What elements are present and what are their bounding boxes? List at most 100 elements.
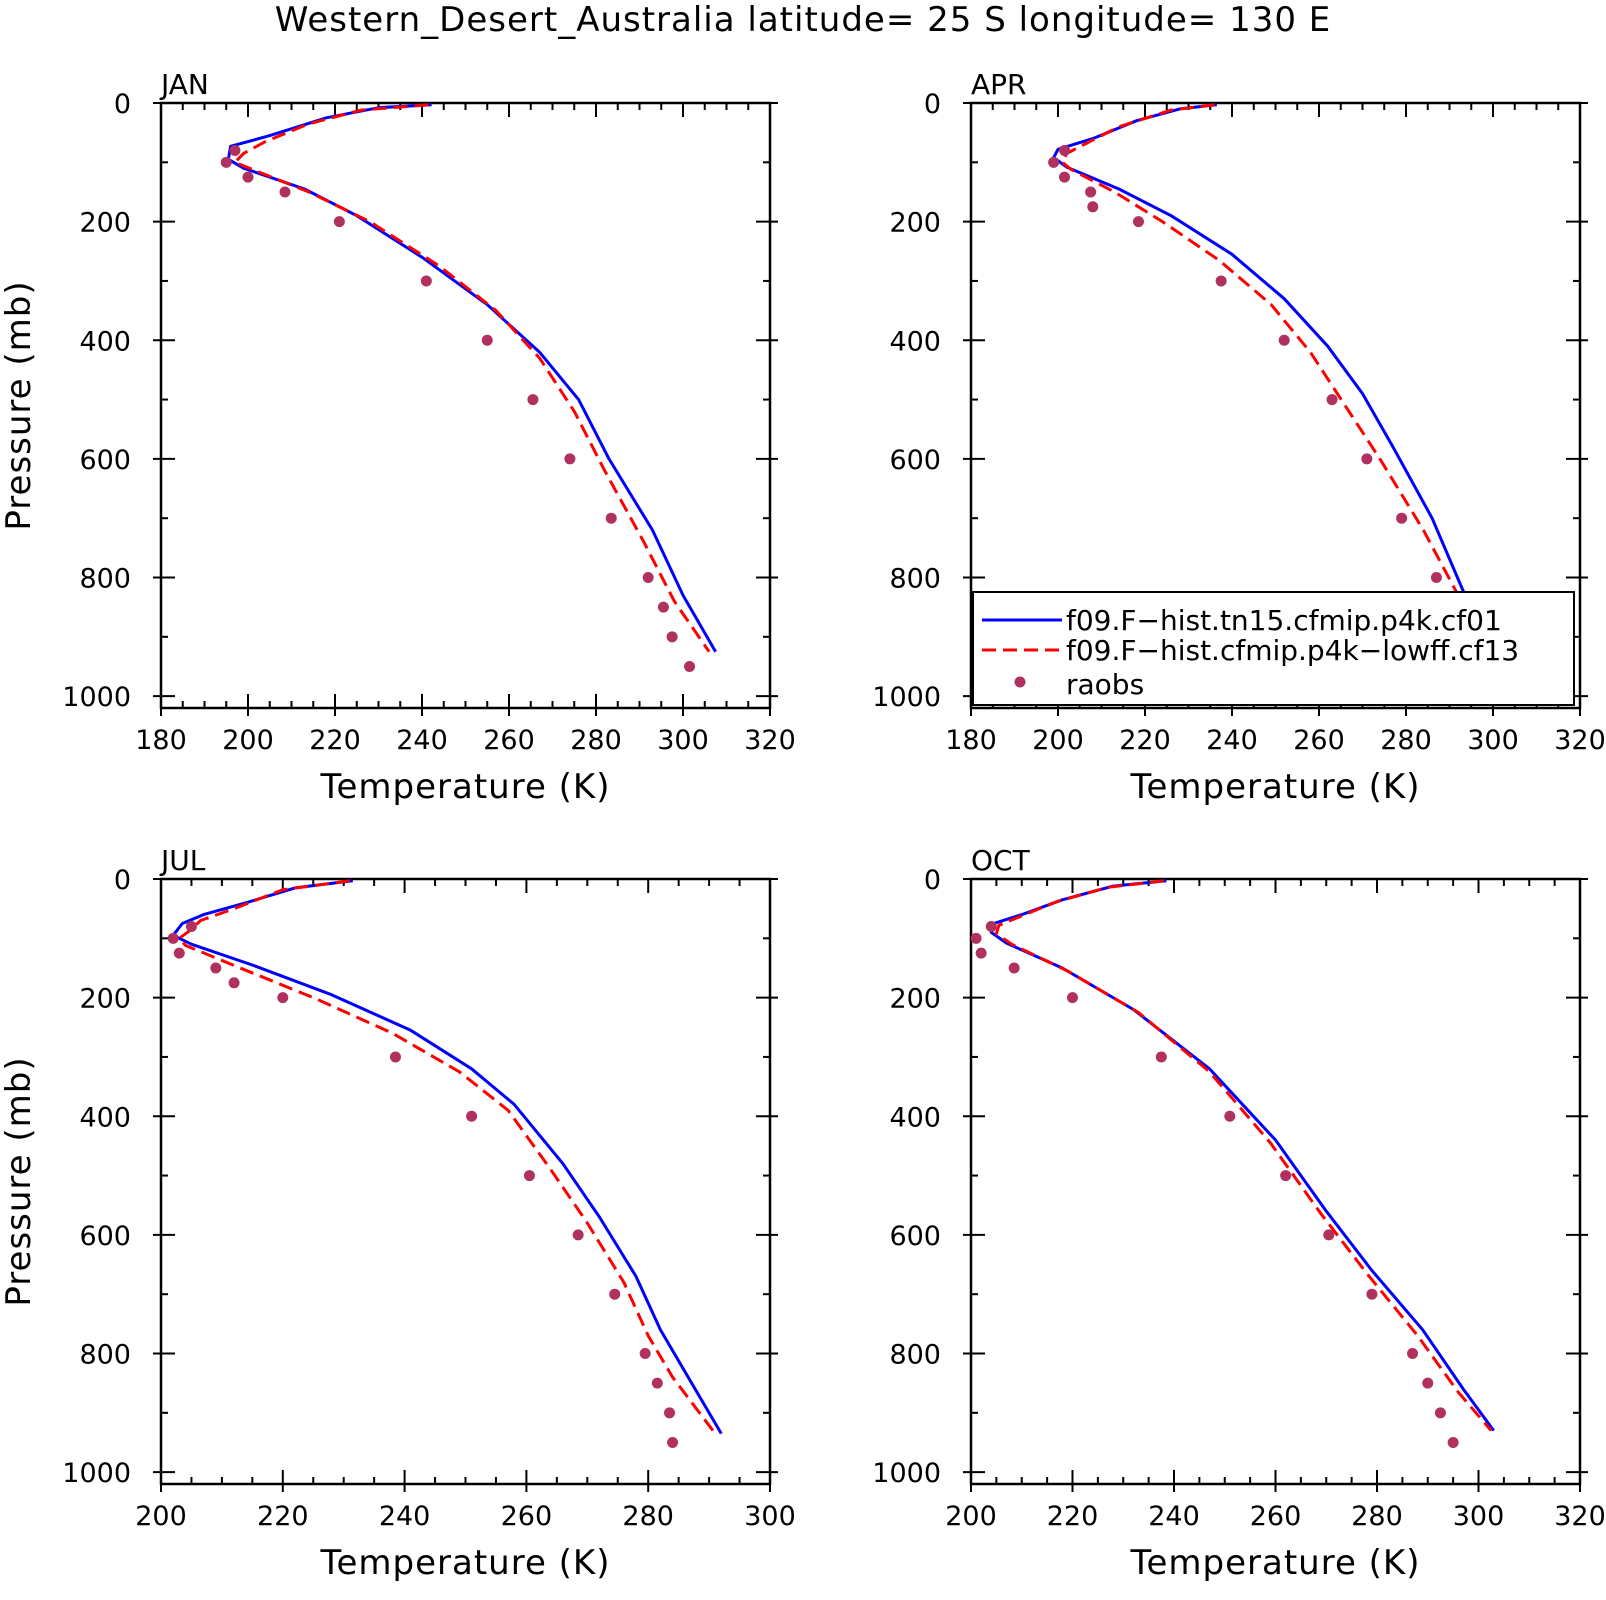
raobs-point	[1215, 275, 1227, 287]
raobs-point	[420, 275, 432, 287]
y-tick-label: 600	[79, 445, 131, 476]
raobs-point	[185, 920, 197, 932]
raobs-point	[667, 1436, 679, 1448]
x-tick-label: 320	[744, 725, 796, 756]
raobs-point	[1067, 992, 1078, 1004]
legend-label: f09.F−hist.cfmip.p4k−lowff.cf13	[1066, 634, 1519, 667]
plot-frame	[159, 101, 772, 710]
x-tick-label: 260	[501, 1501, 553, 1532]
x-tick-label: 240	[396, 725, 448, 756]
y-tick-label: 200	[79, 208, 131, 239]
raobs-point	[1155, 1051, 1167, 1063]
x-tick-label: 320	[1554, 725, 1606, 756]
y-tick-label: 0	[924, 89, 941, 120]
x-tick-label: 300	[1453, 1501, 1505, 1532]
legend-marker	[1014, 676, 1026, 688]
x-tick-label: 280	[570, 725, 622, 756]
raobs-point	[572, 1229, 584, 1241]
x-axis-label: Temperature (K)	[319, 1543, 610, 1583]
raobs-point	[1059, 171, 1071, 183]
series-line-solid	[1052, 103, 1497, 656]
raobs-point	[609, 1288, 621, 1300]
y-tick-label: 1000	[872, 1458, 941, 1489]
raobs-point	[527, 394, 539, 406]
y-tick-label: 0	[114, 865, 131, 896]
raobs-point	[666, 631, 678, 643]
raobs-point	[1323, 1229, 1335, 1241]
raobs-point	[173, 947, 185, 959]
raobs-point	[277, 992, 289, 1004]
raobs-point	[1278, 334, 1290, 346]
legend-label: f09.F−hist.tn15.cfmip.p4k.cf01	[1066, 604, 1502, 637]
panel-title: JAN	[159, 68, 209, 101]
raobs-point	[229, 144, 241, 156]
x-axis-label: Temperature (K)	[1129, 767, 1420, 807]
raobs-point	[167, 932, 179, 944]
x-tick-label: 260	[483, 725, 535, 756]
raobs-point	[1407, 1348, 1419, 1360]
x-tick-label: 200	[135, 1501, 187, 1532]
raobs-point	[333, 216, 345, 228]
raobs-point	[1132, 216, 1144, 228]
raobs-point	[1008, 962, 1020, 974]
raobs-point	[389, 1051, 401, 1063]
y-tick-label: 200	[79, 984, 131, 1015]
y-tick-label: 200	[889, 208, 941, 239]
x-axis-label: Temperature (K)	[319, 767, 610, 807]
x-tick-label: 260	[1293, 725, 1345, 756]
x-tick-label: 280	[1351, 1501, 1403, 1532]
raobs-point	[639, 1348, 651, 1360]
raobs-point	[1087, 201, 1099, 213]
y-tick-label: 0	[114, 89, 131, 120]
y-tick-label: 800	[889, 1340, 941, 1371]
raobs-point	[1361, 453, 1373, 465]
panels: JAN 180 200 220 240 260 280 300 320 0 200 400 600 800…	[0, 68, 1606, 1583]
raobs-point	[210, 962, 222, 974]
figure-title: Western_Desert_Australia latitude= 25 S …	[275, 0, 1332, 40]
legend-box	[972, 591, 1575, 706]
raobs-point	[564, 453, 576, 465]
series-raobs	[970, 920, 1459, 1448]
series-raobs	[167, 920, 679, 1448]
y-tick-label: 400	[889, 1102, 941, 1133]
x-tick-label: 220	[257, 1501, 309, 1532]
x-tick-label: 300	[1467, 725, 1519, 756]
raobs-point	[657, 601, 669, 613]
raobs-point	[523, 1170, 535, 1182]
x-tick-label: 280	[622, 1501, 674, 1532]
raobs-point	[1434, 1407, 1446, 1419]
series-line-solid	[226, 103, 717, 653]
raobs-point	[1048, 156, 1060, 168]
x-tick-label: 220	[1119, 725, 1171, 756]
y-tick-label: 800	[79, 1340, 131, 1371]
series-raobs	[220, 144, 696, 672]
y-tick-label: 1000	[62, 1458, 131, 1489]
raobs-point	[1366, 1288, 1378, 1300]
plot-frame	[159, 877, 772, 1486]
raobs-point	[985, 920, 997, 932]
raobs-point	[220, 156, 232, 168]
x-tick-label: 240	[379, 1501, 431, 1532]
y-tick-label: 400	[79, 1102, 131, 1133]
x-tick-label: 220	[309, 725, 361, 756]
x-tick-label: 240	[1148, 1501, 1200, 1532]
x-tick-label: 180	[135, 725, 187, 756]
y-tick-label: 400	[79, 326, 131, 357]
y-tick-label: 600	[889, 1221, 941, 1252]
x-tick-label: 280	[1380, 725, 1432, 756]
panel-oct: OCT 200 220 240 260 280 300 320 0 200 400 600 800 100…	[872, 844, 1605, 1583]
x-tick-label: 320	[1554, 1501, 1606, 1532]
raobs-point	[279, 186, 291, 198]
series-line-dashed	[994, 879, 1493, 1432]
raobs-point	[1326, 394, 1338, 406]
y-tick-label: 1000	[872, 682, 941, 713]
raobs-point	[1422, 1377, 1434, 1389]
panel-jan: JAN 180 200 220 240 260 280 300 320 0 200 400 600 800…	[0, 68, 796, 807]
legend: f09.F−hist.tn15.cfmip.p4k.cf01f09.F−hist…	[972, 591, 1575, 706]
y-axis-label: Pressure (mb)	[0, 1056, 39, 1306]
x-tick-label: 300	[744, 1501, 796, 1532]
raobs-point	[1396, 512, 1408, 524]
panel-title: OCT	[971, 844, 1031, 877]
x-tick-label: 260	[1250, 1501, 1302, 1532]
panel-title: APR	[971, 68, 1027, 101]
